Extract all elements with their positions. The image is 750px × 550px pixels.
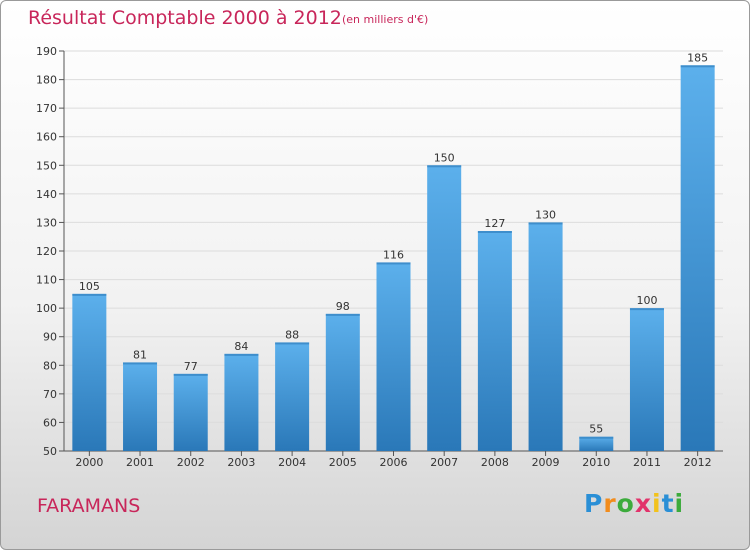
bar-cap-2002 bbox=[173, 373, 208, 376]
logo-letter: i bbox=[674, 489, 685, 518]
bar-cap-2001 bbox=[123, 362, 158, 365]
x-tick-label-2003: 2003 bbox=[227, 456, 255, 469]
value-label-2007: 150 bbox=[434, 151, 455, 164]
y-tick-label: 140 bbox=[36, 188, 57, 201]
value-label-2003: 84 bbox=[234, 340, 248, 353]
y-tick-label: 70 bbox=[43, 388, 57, 401]
x-tick-label-2009: 2009 bbox=[532, 456, 560, 469]
y-tick-label: 100 bbox=[36, 302, 57, 315]
bar-2001 bbox=[123, 362, 158, 451]
y-tick-label: 170 bbox=[36, 102, 57, 115]
bar-2007 bbox=[427, 165, 462, 452]
x-tick-label-2001: 2001 bbox=[126, 456, 154, 469]
y-tick-label: 130 bbox=[36, 216, 57, 229]
y-tick-label: 120 bbox=[36, 245, 57, 258]
bar-cap-2006 bbox=[376, 262, 411, 265]
x-tick-label-2010: 2010 bbox=[582, 456, 610, 469]
bar-2010 bbox=[579, 436, 614, 451]
y-tick-label: 80 bbox=[43, 359, 57, 372]
bar-2006 bbox=[376, 262, 411, 451]
value-label-2009: 130 bbox=[535, 208, 556, 221]
logo-letter: o bbox=[616, 489, 635, 518]
grid-lines bbox=[64, 50, 723, 452]
x-tick-label-2012: 2012 bbox=[684, 456, 712, 469]
y-tick-label: 160 bbox=[36, 131, 57, 144]
bar-cap-2009 bbox=[528, 222, 563, 225]
bar-cap-2007 bbox=[427, 165, 462, 168]
value-label-2000: 105 bbox=[79, 280, 100, 293]
x-tick-label-2007: 2007 bbox=[430, 456, 458, 469]
value-label-2006: 116 bbox=[383, 248, 404, 261]
bar-2011 bbox=[629, 308, 664, 451]
logo-letter: x bbox=[634, 489, 652, 518]
value-label-2012: 185 bbox=[687, 51, 708, 64]
town-name: FARAMANS bbox=[37, 495, 141, 517]
y-tick-label: 150 bbox=[36, 159, 57, 172]
bar-2012 bbox=[680, 65, 715, 452]
value-label-2005: 98 bbox=[336, 300, 350, 313]
bar-2004 bbox=[275, 342, 310, 451]
y-tick-label: 60 bbox=[43, 416, 57, 429]
x-tick-label-2008: 2008 bbox=[481, 456, 509, 469]
value-label-2004: 88 bbox=[285, 328, 299, 341]
bar-cap-2012 bbox=[680, 65, 715, 68]
bar-cap-2003 bbox=[224, 353, 259, 356]
logo-letter: r bbox=[603, 489, 617, 518]
bar-2008 bbox=[477, 231, 512, 451]
value-label-2011: 100 bbox=[636, 294, 657, 307]
y-tick-label: 110 bbox=[36, 274, 57, 287]
bar-2000 bbox=[72, 293, 107, 451]
bar-2002 bbox=[173, 373, 208, 451]
bars bbox=[72, 65, 715, 452]
bar-cap-2010 bbox=[579, 436, 614, 439]
x-tick-label-2000: 2000 bbox=[75, 456, 103, 469]
logo-letter: t bbox=[661, 489, 675, 518]
bar-2003 bbox=[224, 353, 259, 451]
x-tick-label-2002: 2002 bbox=[177, 456, 205, 469]
chart-title: Résultat Comptable 2000 à 2012 bbox=[28, 7, 342, 29]
value-label-2010: 55 bbox=[589, 423, 603, 436]
value-label-2001: 81 bbox=[133, 348, 147, 361]
bar-cap-2000 bbox=[72, 293, 107, 296]
bar-cap-2011 bbox=[629, 308, 664, 311]
x-tick-label-2006: 2006 bbox=[380, 456, 408, 469]
value-label-2002: 77 bbox=[184, 360, 198, 373]
bar-2009 bbox=[528, 222, 563, 451]
y-tick-label: 50 bbox=[43, 445, 57, 458]
x-tick-label-2004: 2004 bbox=[278, 456, 306, 469]
x-tick-label-2011: 2011 bbox=[633, 456, 661, 469]
bar-cap-2005 bbox=[325, 313, 360, 316]
x-tick-label-2005: 2005 bbox=[329, 456, 357, 469]
labels: 50 60 70 80 90 100 110 120 130 140 150 160 170 180 190… bbox=[36, 45, 712, 469]
bar-cap-2008 bbox=[477, 231, 512, 233]
y-tick-label: 190 bbox=[36, 45, 57, 58]
y-tick-label: 90 bbox=[43, 331, 57, 344]
bar-cap-2004 bbox=[275, 342, 310, 345]
chart-subtitle: (en milliers d'€) bbox=[342, 13, 429, 26]
logo-letter: P bbox=[584, 489, 604, 518]
bar-2005 bbox=[325, 313, 360, 451]
y-tick-label: 180 bbox=[36, 74, 57, 87]
value-label-2008: 127 bbox=[484, 217, 505, 230]
logo-letter: i bbox=[652, 489, 662, 518]
proxiti-logo[interactable]: Proxiti bbox=[584, 489, 684, 518]
